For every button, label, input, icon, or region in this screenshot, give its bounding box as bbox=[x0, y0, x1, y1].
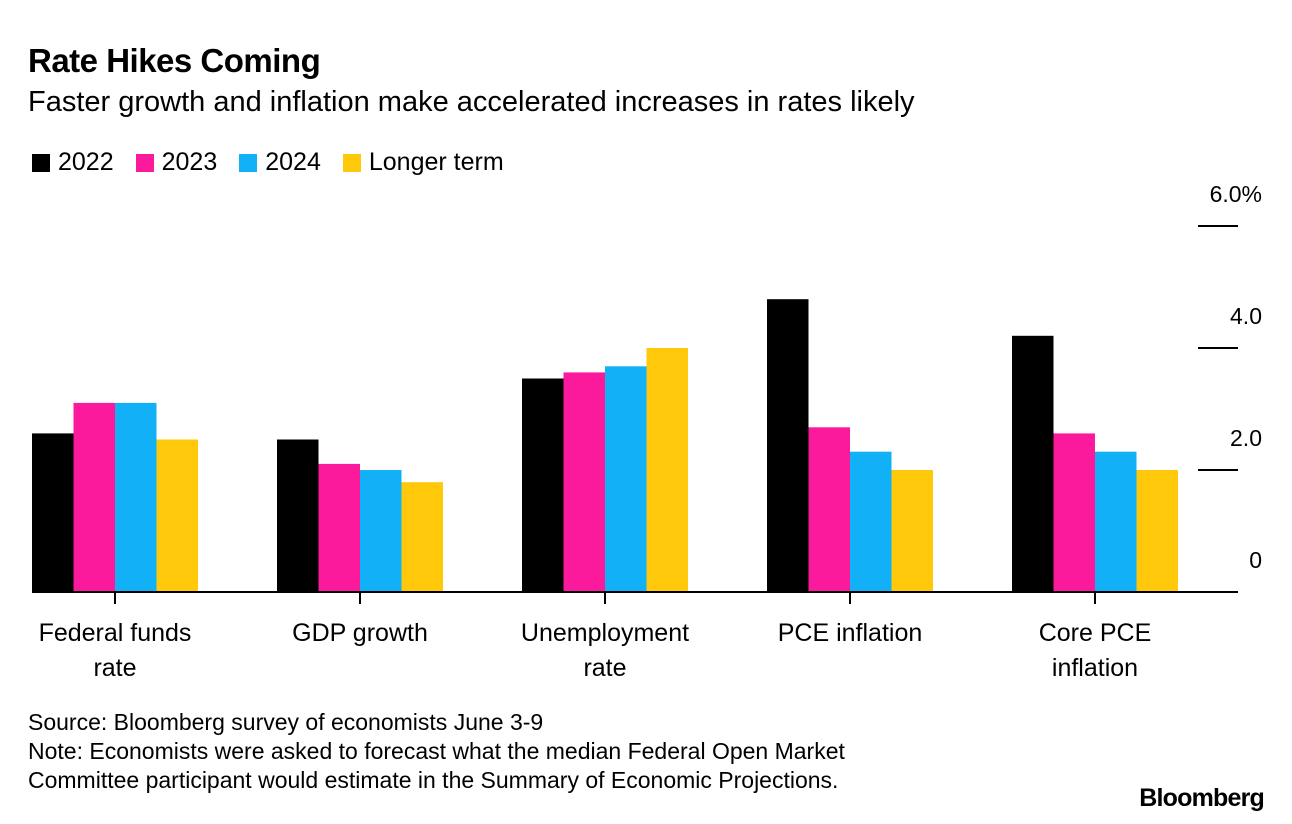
legend: 2022 2023 2024 Longer term bbox=[32, 148, 504, 177]
y-tick-label: 2.0 bbox=[1230, 425, 1262, 451]
legend-label: 2022 bbox=[58, 148, 114, 176]
bar-2023 bbox=[1053, 433, 1095, 592]
x-tick-label: rate bbox=[583, 654, 626, 682]
y-tick-label: 6.0% bbox=[1210, 181, 1262, 207]
bar-2024 bbox=[1095, 451, 1137, 592]
bar-2024 bbox=[605, 366, 647, 592]
bar-longer-term bbox=[646, 348, 688, 592]
bar-2024 bbox=[115, 402, 157, 592]
source-note: Source: Bloomberg survey of economists J… bbox=[28, 709, 544, 735]
bar-longer-term bbox=[891, 470, 933, 592]
legend-swatch bbox=[239, 153, 258, 172]
x-tick-label: GDP growth bbox=[292, 619, 428, 647]
bar-2023 bbox=[318, 463, 360, 592]
bar-2022 bbox=[1012, 335, 1054, 592]
bar-longer-term bbox=[156, 439, 198, 592]
note-line-2: Committee participant would estimate in … bbox=[28, 767, 839, 793]
x-tick-label: Unemployment bbox=[521, 619, 689, 647]
legend-item-2024: 2024 bbox=[239, 148, 321, 177]
footer: Source: Bloomberg survey of economists J… bbox=[28, 708, 845, 795]
chart-title: Rate Hikes Coming bbox=[28, 42, 321, 79]
x-tick-label: inflation bbox=[1052, 654, 1138, 682]
legend-swatch bbox=[342, 153, 361, 172]
bar-2022 bbox=[522, 378, 564, 592]
legend-swatch bbox=[135, 153, 154, 172]
bar-2023 bbox=[73, 402, 115, 592]
x-tick-label: Core PCE bbox=[1039, 619, 1152, 647]
bar-longer-term bbox=[1136, 470, 1178, 592]
x-tick-label: rate bbox=[93, 654, 136, 682]
bloomberg-logo: Bloomberg bbox=[1139, 784, 1265, 812]
bar-2022 bbox=[32, 433, 74, 592]
legend-swatch bbox=[32, 153, 50, 172]
bar-2024 bbox=[850, 451, 892, 592]
legend-label: Longer term bbox=[368, 148, 504, 176]
legend-item-2023: 2023 bbox=[135, 148, 218, 177]
legend-item-longer-term: Longer term bbox=[342, 148, 504, 177]
y-tick-label: 4.0 bbox=[1230, 303, 1262, 329]
x-tick-label: PCE inflation bbox=[778, 619, 923, 647]
bar-2023 bbox=[808, 427, 850, 592]
legend-item-2022: 2022 bbox=[32, 148, 114, 177]
bar-2024 bbox=[360, 470, 402, 592]
bar-2023 bbox=[563, 372, 605, 592]
bar-2022 bbox=[277, 439, 319, 592]
x-tick-label: Federal funds bbox=[39, 619, 192, 647]
chart-subtitle: Faster growth and inflation make acceler… bbox=[28, 86, 915, 118]
legend-label: 2023 bbox=[161, 148, 218, 176]
bar-2022 bbox=[767, 299, 809, 592]
note-line-1: Note: Economists were asked to forecast … bbox=[28, 738, 845, 764]
y-tick-label: 0 bbox=[1249, 547, 1262, 573]
bar-longer-term bbox=[401, 482, 443, 592]
legend-label: 2024 bbox=[265, 148, 321, 176]
